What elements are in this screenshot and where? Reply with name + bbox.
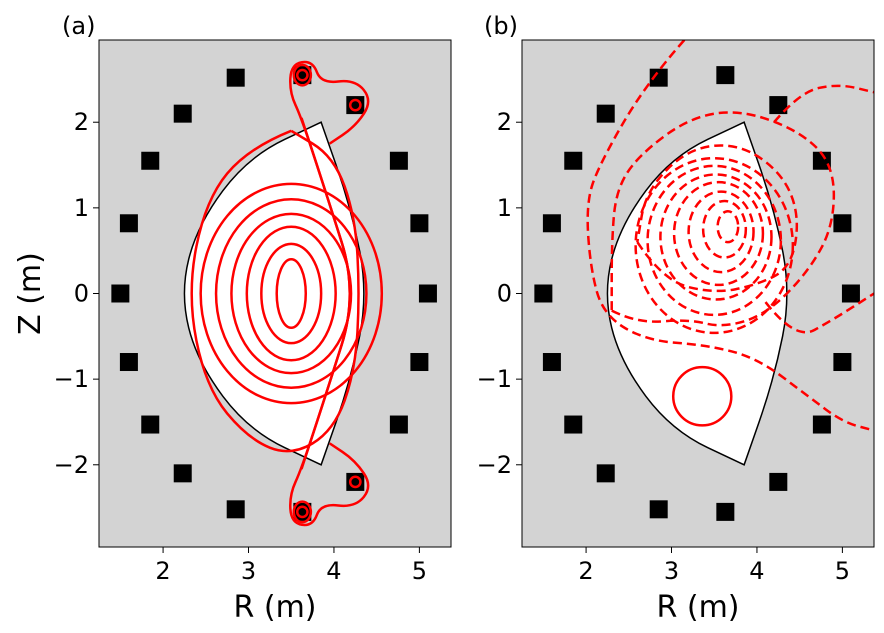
y-axis-label: Z (m)	[13, 252, 48, 335]
y-tick-label: 0	[497, 280, 512, 308]
y-tick-label: −1	[54, 365, 89, 393]
coil	[833, 214, 852, 233]
flux-contour	[672, 180, 765, 287]
coil	[119, 353, 138, 372]
flux-contour	[671, 365, 733, 427]
coil	[596, 464, 615, 483]
vessel-boundary	[183, 121, 365, 466]
panel-a: 2 3 4 5 −2 −1 0 1 2 R (m) Z (m) (a)	[13, 12, 452, 625]
coil	[564, 415, 583, 434]
x-tick-label: 2	[578, 557, 593, 585]
coil	[841, 284, 860, 303]
y-tick-label: 1	[497, 194, 512, 222]
flux-contour	[764, 292, 874, 334]
y-tick-label: 0	[74, 280, 89, 308]
x-tick-label: 4	[326, 557, 341, 585]
panel-b: 2 3 4 5 −2 −1 0 1 2 R (m) (b)	[477, 12, 875, 625]
flux-contour	[292, 500, 313, 524]
flux-contour	[773, 84, 874, 124]
coil	[716, 66, 735, 85]
coil	[833, 353, 852, 372]
flux-contour	[701, 199, 748, 259]
flux-contour	[716, 210, 740, 244]
flux-contour	[348, 475, 362, 489]
coil	[812, 151, 831, 170]
flux-contour	[214, 198, 368, 389]
flux-contour	[245, 225, 337, 362]
flux-contour	[646, 164, 783, 317]
flux-contour	[295, 505, 309, 519]
coil	[812, 415, 831, 434]
coil	[410, 214, 429, 233]
flux-contour	[199, 182, 384, 405]
flux-contour	[634, 156, 795, 335]
x-tick-label: 5	[412, 557, 427, 585]
x-tick-label: 2	[155, 557, 170, 585]
x-tick-label: 4	[749, 557, 764, 585]
flux-contour	[230, 212, 353, 375]
flux-contour	[348, 98, 362, 112]
coil	[769, 472, 788, 491]
coil	[226, 68, 245, 87]
coil	[173, 104, 192, 123]
coil	[410, 353, 429, 372]
coil	[649, 500, 668, 519]
flux-contour	[275, 257, 308, 330]
coil	[141, 415, 160, 434]
coil	[649, 68, 668, 87]
flux-contour	[586, 40, 874, 432]
coil	[111, 284, 130, 303]
flux-contour	[289, 117, 370, 527]
y-tick-label: 2	[74, 108, 89, 136]
coil	[596, 104, 615, 123]
coil	[418, 284, 437, 303]
coil	[716, 502, 735, 521]
x-axis-label: R (m)	[656, 590, 739, 625]
y-tick-label: −1	[477, 365, 512, 393]
x-tick-label: 5	[835, 557, 850, 585]
y-tick-label: 1	[74, 194, 89, 222]
coil	[564, 151, 583, 170]
panel-label: (a)	[62, 12, 95, 40]
flux-contour	[295, 68, 309, 82]
y-tick-label: −2	[54, 451, 89, 479]
flux-contour	[610, 111, 836, 327]
coil	[226, 500, 245, 519]
coil	[542, 353, 561, 372]
coil	[389, 151, 408, 170]
coil	[769, 96, 788, 115]
coil	[173, 464, 192, 483]
plot-area	[534, 40, 874, 521]
y-tick-label: 2	[497, 108, 512, 136]
x-tick-label: 3	[241, 557, 256, 585]
coil	[141, 151, 160, 170]
flux-contour	[260, 242, 323, 345]
flux-contour	[636, 144, 799, 293]
panel-label: (b)	[484, 12, 518, 40]
x-axis-label: R (m)	[233, 590, 316, 625]
plot-area	[111, 60, 437, 527]
flux-contour	[659, 173, 773, 301]
x-tick-label: 3	[664, 557, 679, 585]
y-tick-label: −2	[477, 451, 512, 479]
flux-contour	[190, 129, 360, 453]
coil	[119, 214, 138, 233]
coil	[389, 415, 408, 434]
coil	[534, 284, 553, 303]
flux-contour	[687, 190, 755, 274]
coil	[542, 214, 561, 233]
flux-contour	[292, 63, 313, 87]
